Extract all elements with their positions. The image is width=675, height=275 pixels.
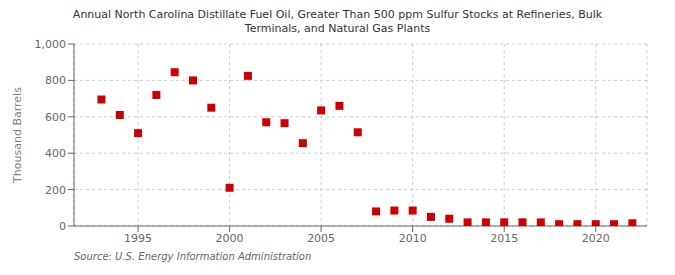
html-text:Annual North Carolina Distilla: Annual North Carolina Distillate Fuel Oi… <box>72 8 603 21</box>
svg-text:0: 0 <box>59 220 66 233</box>
svg-text:2005: 2005 <box>307 232 335 245</box>
svg-text:Thousand Barrels: Thousand Barrels <box>11 87 24 184</box>
html-text:Source: U.S. Energy Informatio: Source: U.S. Energy Information Administ… <box>74 251 312 262</box>
svg-text:2020: 2020 <box>582 232 610 245</box>
svg-text:600: 600 <box>45 111 66 124</box>
html-text:Terminals, and Natural Gas Pla: Terminals, and Natural Gas Plants <box>244 22 431 35</box>
svg-text:800: 800 <box>45 74 66 87</box>
svg-text:400: 400 <box>45 147 66 160</box>
svg-text:1,000: 1,000 <box>35 38 67 51</box>
svg-text:2010: 2010 <box>399 232 427 245</box>
svg-text:2000: 2000 <box>216 232 244 245</box>
svg-text:1995: 1995 <box>124 232 152 245</box>
svg-text:200: 200 <box>45 184 66 197</box>
svg-text:2015: 2015 <box>490 232 518 245</box>
